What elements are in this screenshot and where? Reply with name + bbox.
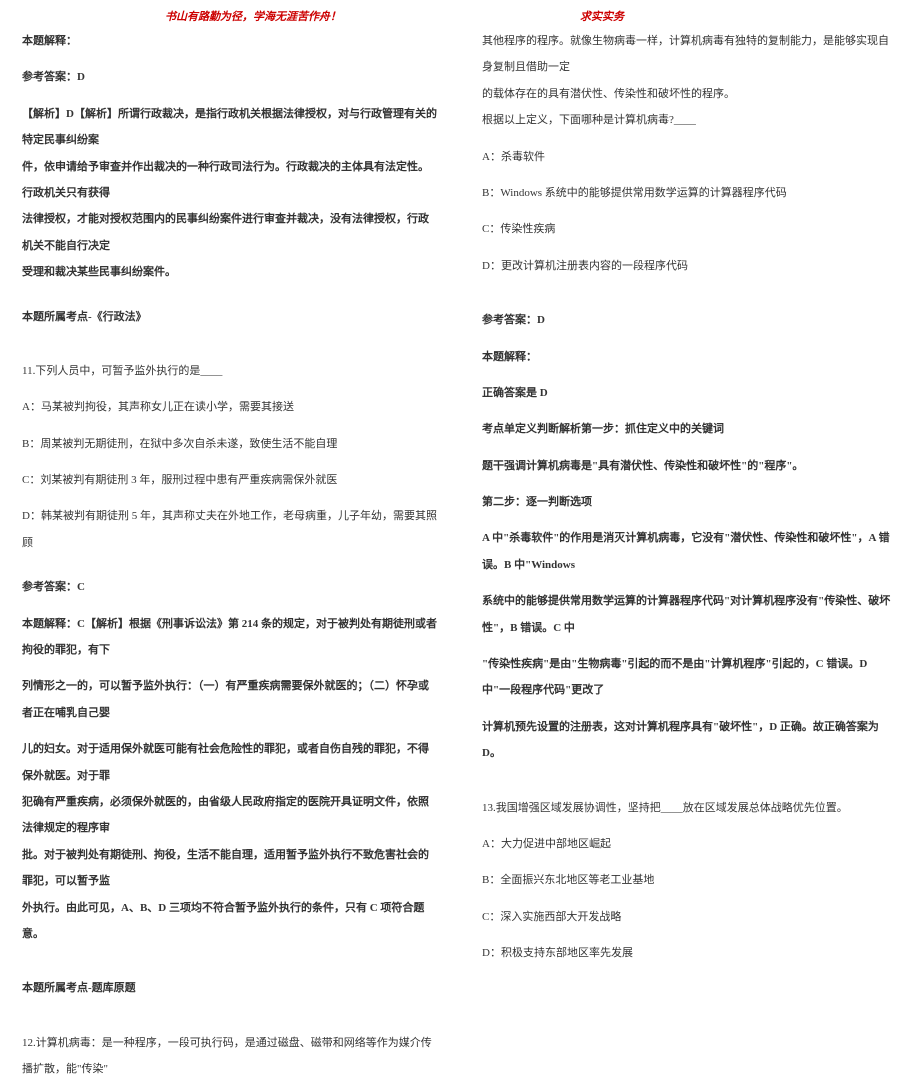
analysis-row: 计算机预先设置的注册表，这对计算机程序具有"破坏性"，D 正确。故正确答案为 D… <box>482 714 898 767</box>
analysis-row: 儿的妇女。对于适用保外就医可能有社会危险性的罪犯，或者自伤自残的罪犯，不得保外就… <box>22 736 438 789</box>
answer-c: 参考答案：C <box>22 574 438 600</box>
analysis-row: "传染性疾病"是由"生物病毒"引起的而不是由"计算机程序"引起的，C 错误。D … <box>482 651 898 704</box>
question-12: 12.计算机病毒：是一种程序，一段可执行码，是通过磁盘、磁带和网络等作为媒介传播… <box>22 1030 438 1083</box>
answer-d: 参考答案：D <box>482 307 898 333</box>
option-c: C：刘某被判有期徒刑 3 年，服刑过程中患有严重疾病需保外就医 <box>22 467 438 493</box>
answer-d: 参考答案：D <box>22 64 438 90</box>
analysis-row: 题干强调计算机病毒是"具有潜伏性、传染性和破坏性"的"程序"。 <box>482 453 898 479</box>
option-a: A：杀毒软件 <box>482 144 898 170</box>
header-brand: 求实实务 <box>580 8 624 24</box>
correct-d: 正确答案是 D <box>482 380 898 406</box>
option-d: D：更改计算机注册表内容的一段程序代码 <box>482 253 898 279</box>
analysis-row: 批。对于被判处有期徒刑、拘役，生活不能自理，适用暂予监外执行不致危害社会的罪犯，… <box>22 842 438 895</box>
q12-cont: 其他程序的程序。就像生物病毒一样，计算机病毒有独特的复制能力，是能够实现自身复制… <box>482 28 898 81</box>
option-b: B：全面振兴东北地区等老工业基地 <box>482 867 898 893</box>
explain-label: 本题解释： <box>482 344 898 370</box>
analysis-row: 【解析】D【解析】所谓行政裁决，是指行政机关根据法律授权，对与行政管理有关的特定… <box>22 101 438 154</box>
analysis-row: 法律授权，才能对授权范围内的民事纠纷案件进行审查并裁决，没有法律授权，行政机关不… <box>22 206 438 259</box>
option-a: A：大力促进中部地区崛起 <box>482 831 898 857</box>
header-motto: 书山有路勤为径，学海无涯苦作舟！ <box>165 8 341 24</box>
analysis-row: 件，依申请给予审查并作出裁决的一种行政司法行为。行政裁决的主体具有法定性。行政机… <box>22 154 438 207</box>
left-column: 本题解释： 参考答案：D 【解析】D【解析】所谓行政裁决，是指行政机关根据法律授… <box>0 28 460 1083</box>
analysis-row: 列情形之一的，可以暂予监外执行：（一）有严重疾病需要保外就医的；（二）怀孕或者正… <box>22 673 438 726</box>
q12-stem: 根据以上定义，下面哪种是计算机病毒?____ <box>482 107 898 133</box>
option-c: C：传染性疾病 <box>482 216 898 242</box>
q12-cont: 的载体存在的具有潜伏性、传染性和破坏性的程序。 <box>482 81 898 107</box>
page-body: 本题解释： 参考答案：D 【解析】D【解析】所谓行政裁决，是指行政机关根据法律授… <box>0 0 920 1083</box>
analysis-row: 犯确有严重疾病，必须保外就医的，由省级人民政府指定的医院开具证明文件，依照法律规… <box>22 789 438 842</box>
question-13: 13.我国增强区域发展协调性，坚持把____放在区域发展总体战略优先位置。 <box>482 795 898 821</box>
analysis-row: 第二步：逐一判断选项 <box>482 489 898 515</box>
option-c: C：深入实施西部大开发战略 <box>482 904 898 930</box>
option-b: B：Windows 系统中的能够提供常用数学运算的计算器程序代码 <box>482 180 898 206</box>
topic-point: 本题所属考点-《行政法》 <box>22 304 438 330</box>
analysis-row: 外执行。由此可见，A、B、D 三项均不符合暂予监外执行的条件，只有 C 项符合题… <box>22 895 438 948</box>
analysis-row: 考点单定义判断解析第一步：抓住定义中的关键词 <box>482 416 898 442</box>
option-d: D：积极支持东部地区率先发展 <box>482 940 898 966</box>
question-11: 11.下列人员中，可暂予监外执行的是____ <box>22 358 438 384</box>
right-column: 其他程序的程序。就像生物病毒一样，计算机病毒有独特的复制能力，是能够实现自身复制… <box>460 28 920 1083</box>
analysis-row: 本题解释：C【解析】根据《刑事诉讼法》第 214 条的规定，对于被判处有期徒刑或… <box>22 611 438 664</box>
explain-label: 本题解释： <box>22 28 438 54</box>
topic-point: 本题所属考点-题库原题 <box>22 975 438 1001</box>
option-a: A：马某被判拘役，其声称女儿正在读小学，需要其接送 <box>22 394 438 420</box>
analysis-row: 系统中的能够提供常用数学运算的计算器程序代码"对计算机程序没有"传染性、破坏性"… <box>482 588 898 641</box>
option-d: D：韩某被判有期徒刑 5 年，其声称丈夫在外地工作，老母病重，儿子年幼，需要其照… <box>22 503 438 556</box>
analysis-row: 受理和裁决某些民事纠纷案件。 <box>22 259 438 285</box>
analysis-row: A 中"杀毒软件"的作用是消灭计算机病毒，它没有"潜伏性、传染性和破坏性"，A … <box>482 525 898 578</box>
option-b: B：周某被判无期徒刑，在狱中多次自杀未遂，致使生活不能自理 <box>22 431 438 457</box>
